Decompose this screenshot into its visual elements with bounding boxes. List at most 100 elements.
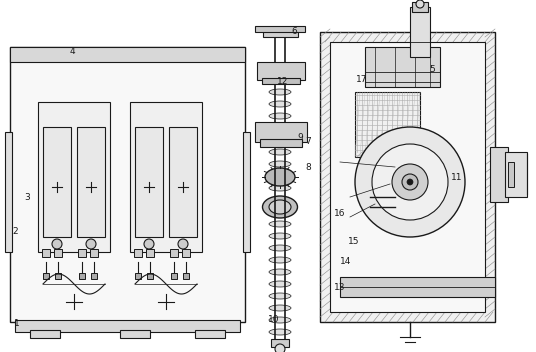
Bar — [170, 249, 178, 257]
Circle shape — [392, 164, 428, 200]
Bar — [271, 339, 289, 347]
Bar — [90, 249, 98, 257]
Text: 15: 15 — [348, 238, 360, 246]
Bar — [54, 249, 62, 257]
Bar — [182, 249, 190, 257]
Text: 3: 3 — [24, 193, 30, 201]
Ellipse shape — [269, 77, 291, 83]
Bar — [5, 132, 12, 252]
Circle shape — [178, 239, 188, 249]
Bar — [490, 147, 508, 202]
Text: 16: 16 — [334, 209, 346, 219]
Ellipse shape — [269, 281, 291, 287]
Circle shape — [372, 144, 448, 220]
Bar — [262, 78, 300, 84]
Bar — [38, 102, 110, 252]
Ellipse shape — [269, 257, 291, 263]
Bar — [183, 273, 189, 279]
Bar — [42, 249, 50, 257]
Ellipse shape — [269, 329, 291, 335]
Circle shape — [355, 127, 465, 237]
Bar — [77, 127, 105, 237]
Ellipse shape — [269, 149, 291, 155]
Ellipse shape — [263, 196, 297, 218]
Bar — [412, 2, 428, 12]
Text: 7: 7 — [305, 138, 311, 146]
Bar — [79, 273, 85, 279]
Bar — [135, 273, 141, 279]
Ellipse shape — [269, 221, 291, 227]
Circle shape — [407, 179, 413, 185]
Bar — [30, 330, 60, 338]
Ellipse shape — [269, 233, 291, 239]
Circle shape — [275, 344, 285, 352]
Ellipse shape — [269, 137, 291, 143]
Text: 8: 8 — [305, 163, 311, 171]
Bar — [255, 122, 307, 142]
Bar — [365, 47, 440, 87]
Ellipse shape — [269, 305, 291, 311]
Bar — [91, 273, 97, 279]
Text: 13: 13 — [334, 283, 346, 291]
Text: 9: 9 — [297, 132, 303, 142]
Text: 1: 1 — [14, 320, 20, 328]
Bar — [330, 42, 485, 312]
Bar — [340, 277, 495, 297]
Bar — [130, 102, 202, 252]
Ellipse shape — [269, 125, 291, 131]
Bar — [171, 273, 177, 279]
Ellipse shape — [269, 89, 291, 95]
Bar — [78, 249, 86, 257]
Text: 10: 10 — [268, 315, 280, 325]
Circle shape — [402, 174, 418, 190]
Bar — [146, 249, 154, 257]
Bar — [370, 182, 450, 237]
Text: 2: 2 — [12, 227, 18, 237]
Bar — [255, 26, 305, 32]
Circle shape — [416, 0, 424, 8]
Bar — [147, 273, 153, 279]
Bar — [320, 32, 495, 322]
Bar — [43, 273, 49, 279]
Text: 17: 17 — [356, 75, 368, 84]
Ellipse shape — [265, 168, 295, 186]
Ellipse shape — [269, 317, 291, 323]
Bar — [505, 152, 527, 197]
Bar — [120, 330, 150, 338]
Circle shape — [52, 239, 62, 249]
Bar — [257, 62, 305, 80]
Bar — [15, 320, 240, 332]
Ellipse shape — [269, 173, 291, 179]
Circle shape — [86, 239, 96, 249]
Circle shape — [144, 239, 154, 249]
Bar — [135, 127, 163, 237]
Bar — [134, 249, 142, 257]
Ellipse shape — [269, 245, 291, 251]
Bar — [355, 92, 420, 157]
Bar — [410, 7, 430, 57]
Bar — [10, 47, 245, 322]
Bar — [55, 273, 61, 279]
Ellipse shape — [269, 209, 291, 215]
Ellipse shape — [269, 269, 291, 275]
Bar — [169, 127, 197, 237]
Text: 11: 11 — [451, 172, 463, 182]
Ellipse shape — [269, 293, 291, 299]
Bar — [43, 127, 71, 237]
Ellipse shape — [269, 101, 291, 107]
Bar — [508, 162, 514, 187]
Ellipse shape — [269, 161, 291, 167]
Text: 14: 14 — [340, 258, 352, 266]
Bar — [195, 330, 225, 338]
Ellipse shape — [269, 197, 291, 203]
Bar — [263, 29, 298, 37]
Text: 6: 6 — [291, 27, 297, 37]
Ellipse shape — [269, 185, 291, 191]
Ellipse shape — [269, 200, 291, 214]
Text: 12: 12 — [277, 77, 289, 87]
Bar — [10, 47, 245, 62]
Bar — [260, 139, 302, 147]
Text: 4: 4 — [69, 48, 75, 57]
Bar — [243, 132, 250, 252]
Ellipse shape — [269, 113, 291, 119]
